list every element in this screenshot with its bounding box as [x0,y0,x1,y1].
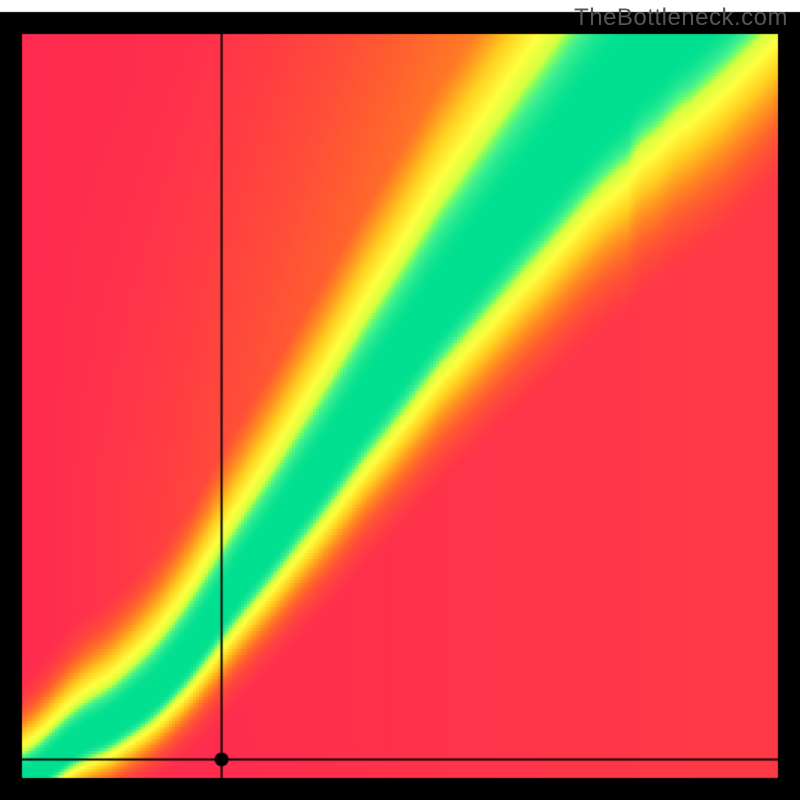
chart-container: TheBottleneck.com [0,0,800,800]
bottleneck-heatmap-canvas [0,0,800,800]
watermark-text: TheBottleneck.com [574,4,788,32]
